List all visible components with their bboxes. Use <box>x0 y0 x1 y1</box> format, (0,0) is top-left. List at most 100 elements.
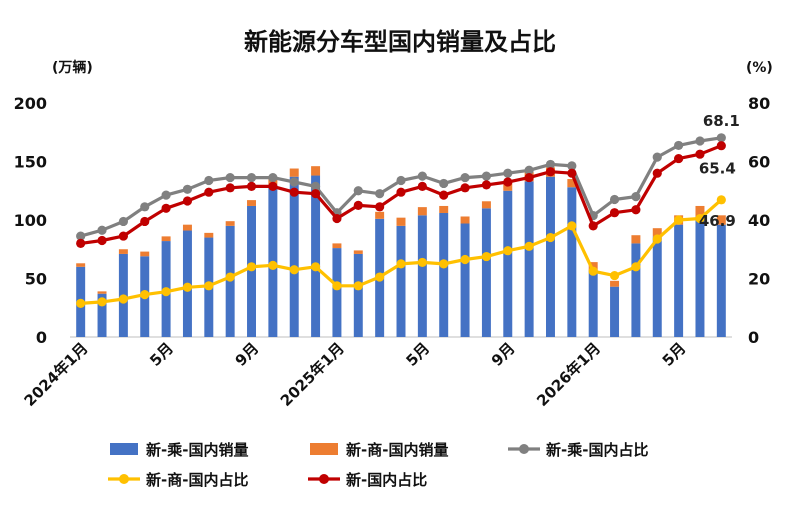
point-passenger-domestic-share <box>631 192 641 202</box>
point-commercial-domestic-share <box>118 294 128 304</box>
legend-label: 新-乘-国内销量 <box>146 441 248 459</box>
point-total-domestic-share <box>567 168 577 178</box>
line-layer <box>76 133 726 308</box>
bar-passenger-domestic-sales <box>610 286 620 337</box>
y-right-tick-label: 60 <box>748 153 770 172</box>
point-total-domestic-share <box>695 149 705 159</box>
bar-passenger-domestic-sales <box>588 270 598 337</box>
point-commercial-domestic-share <box>609 270 620 281</box>
chart-title: 新能源分车型国内销量及占比 <box>244 28 556 56</box>
bar-commercial-domestic-sales <box>118 249 128 254</box>
data-label: 46.9 <box>699 212 736 230</box>
point-passenger-domestic-share <box>716 133 726 143</box>
bar-passenger-domestic-sales <box>545 176 555 337</box>
x-tick-label: 5月 <box>659 339 690 370</box>
bar-commercial-domestic-sales <box>695 205 705 217</box>
bar-passenger-domestic-sales <box>417 215 427 337</box>
point-passenger-domestic-share <box>182 184 193 194</box>
point-passenger-domestic-share <box>118 216 128 227</box>
data-label: 68.1 <box>703 112 740 130</box>
point-commercial-domestic-share <box>396 259 406 269</box>
point-commercial-domestic-share <box>353 281 363 291</box>
x-tick-label: 2024年1月 <box>21 339 92 410</box>
point-passenger-domestic-share <box>97 225 107 235</box>
point-passenger-domestic-share <box>353 186 363 196</box>
bar-passenger-domestic-sales <box>247 205 257 337</box>
point-passenger-domestic-share <box>375 189 385 199</box>
point-total-domestic-share <box>97 235 107 246</box>
x-tick-label: 9月 <box>488 339 519 370</box>
bar-passenger-domestic-sales <box>439 212 449 337</box>
point-total-domestic-share <box>353 200 363 210</box>
point-commercial-domestic-share <box>567 221 577 231</box>
bar-passenger-domestic-sales <box>674 224 684 337</box>
bar-commercial-domestic-sales <box>375 211 385 219</box>
point-passenger-domestic-share <box>268 172 278 183</box>
bar-commercial-domestic-sales <box>289 168 299 177</box>
legend-swatch-marker <box>519 444 529 454</box>
bar-passenger-domestic-sales <box>716 224 726 337</box>
point-passenger-domestic-share <box>695 136 705 146</box>
point-passenger-domestic-share <box>567 161 577 171</box>
point-commercial-domestic-share <box>417 257 427 268</box>
point-commercial-domestic-share <box>182 282 193 292</box>
legend-label: 新-商-国内销量 <box>346 441 448 459</box>
point-commercial-domestic-share <box>225 272 235 282</box>
x-tick-label: 2026年1月 <box>533 339 604 410</box>
bar-commercial-domestic-sales <box>503 182 513 191</box>
point-total-domestic-share <box>588 221 598 231</box>
point-total-domestic-share <box>76 238 86 248</box>
point-passenger-domestic-share <box>503 168 513 178</box>
point-total-domestic-share <box>439 190 449 200</box>
bar-passenger-domestic-sales <box>332 248 342 337</box>
point-passenger-domestic-share <box>439 178 449 189</box>
point-total-domestic-share <box>332 213 342 224</box>
point-total-domestic-share <box>396 187 406 197</box>
axes: 0 50 100 150 200 0 20 40 60 80 <box>14 94 771 347</box>
point-passenger-domestic-share <box>396 175 406 186</box>
bar-commercial-domestic-sales <box>311 166 321 176</box>
point-total-domestic-share <box>674 153 684 164</box>
point-passenger-domestic-share <box>545 159 556 170</box>
point-total-domestic-share <box>161 203 171 213</box>
point-commercial-domestic-share <box>652 234 662 244</box>
point-commercial-domestic-share <box>268 260 278 270</box>
bar-passenger-domestic-sales <box>97 293 107 337</box>
point-total-domestic-share <box>716 141 726 151</box>
point-passenger-domestic-share <box>524 165 534 175</box>
legend-swatch-bar <box>310 443 338 455</box>
point-passenger-domestic-share <box>225 172 235 183</box>
bar-commercial-domestic-sales <box>439 205 449 213</box>
bar-passenger-domestic-sales <box>567 187 577 337</box>
bar-commercial-domestic-sales <box>247 200 257 206</box>
point-commercial-domestic-share <box>674 215 684 225</box>
data-label-layer: 68.1 65.4 46.9 <box>699 112 740 230</box>
point-commercial-domestic-share <box>460 254 470 265</box>
point-passenger-domestic-share <box>609 194 620 205</box>
x-tick-label: 9月 <box>232 339 263 370</box>
bar-commercial-domestic-sales <box>97 291 107 294</box>
y-left-unit: (万辆) <box>52 59 93 76</box>
bar-commercial-domestic-sales <box>204 232 214 238</box>
bar-commercial-domestic-sales <box>417 207 427 216</box>
point-commercial-domestic-share <box>97 297 107 307</box>
y-left-tick-label: 0 <box>36 328 47 347</box>
point-commercial-domestic-share <box>439 259 449 269</box>
point-passenger-domestic-share <box>140 202 150 212</box>
point-commercial-domestic-share <box>716 195 726 205</box>
point-passenger-domestic-share <box>652 152 662 162</box>
y-right-tick-label: 20 <box>748 270 770 289</box>
point-total-domestic-share <box>204 187 214 197</box>
bar-commercial-domestic-sales <box>610 280 620 287</box>
point-commercial-domestic-share <box>524 241 534 251</box>
point-passenger-domestic-share <box>417 171 427 181</box>
point-commercial-domestic-share <box>76 298 86 308</box>
point-total-domestic-share <box>268 181 278 191</box>
legend-label: 新-乘-国内占比 <box>546 441 648 459</box>
point-commercial-domestic-share <box>204 281 214 291</box>
bar-commercial-domestic-sales <box>716 215 726 225</box>
point-total-domestic-share <box>246 181 257 191</box>
point-commercial-domestic-share <box>375 272 385 282</box>
point-total-domestic-share <box>652 168 662 178</box>
bar-commercial-domestic-sales <box>353 250 363 254</box>
